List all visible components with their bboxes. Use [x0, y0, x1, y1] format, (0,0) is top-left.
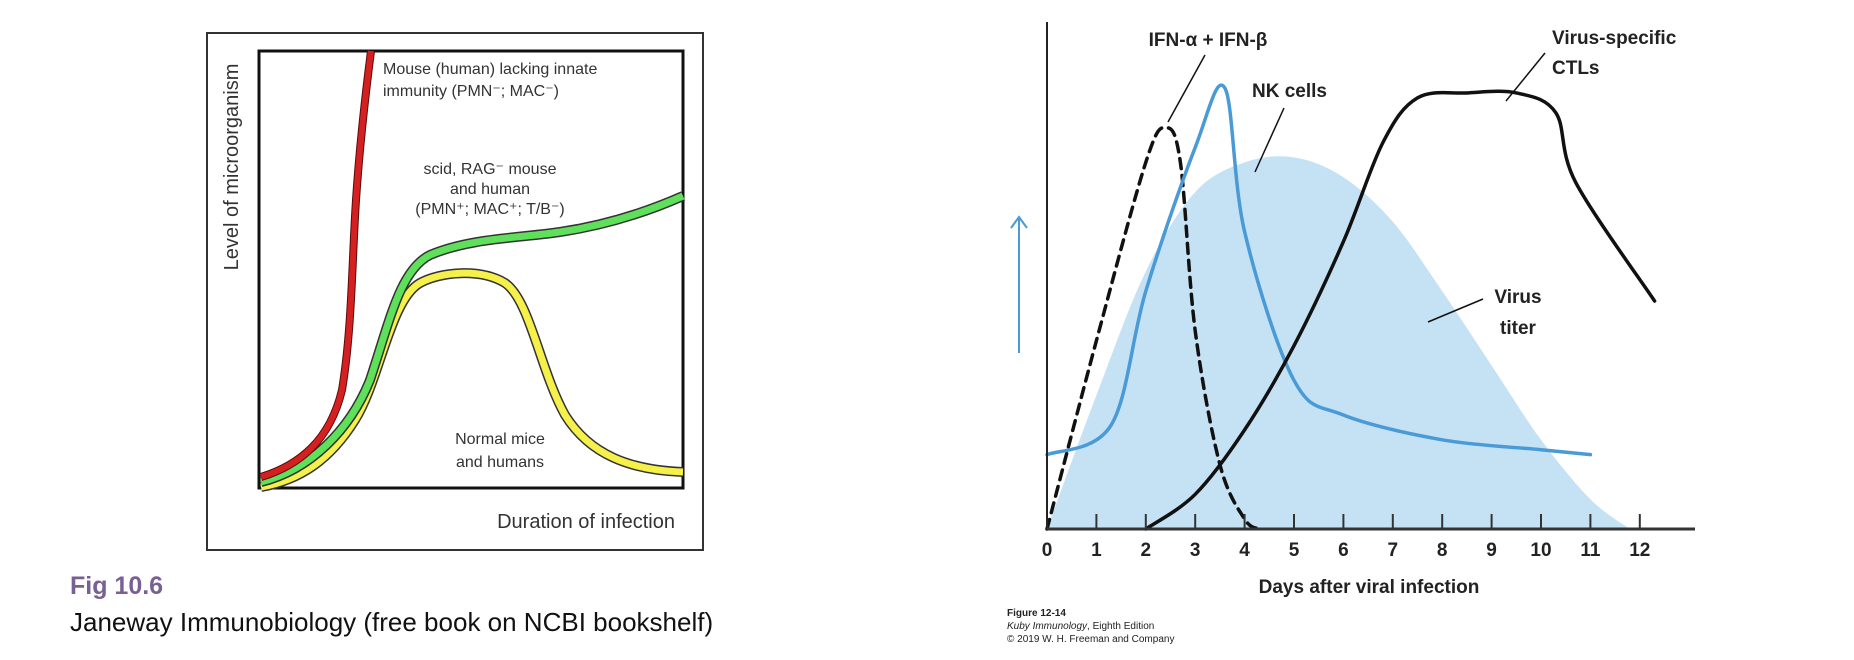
x-tick-label: 6 [1338, 540, 1349, 561]
x-tick-label: 4 [1239, 540, 1250, 561]
credit-copyright: © 2019 W. H. Freeman and Company [1007, 634, 1175, 645]
series-virus-titer [1047, 156, 1630, 529]
right-x-axis-label: Days after viral infection [1259, 577, 1480, 598]
leader-ctl [1505, 52, 1546, 102]
label-virus-line1: Virus [1494, 287, 1541, 308]
leader-nk [1254, 107, 1285, 173]
leader-ifn [1167, 54, 1206, 123]
credit-figure-number: Figure 12-14 [1007, 608, 1066, 619]
x-tick-label: 9 [1486, 540, 1497, 561]
label-nk-cells: NK cells [1252, 81, 1327, 102]
credit-book: Kuby Immunology, Eighth Edition [1007, 620, 1174, 633]
left-y-axis-label: Level of microorganism [221, 64, 243, 271]
label-ctl-line2: CTLs [1552, 58, 1600, 79]
x-tick-label: 0 [1042, 540, 1053, 561]
label-normal-line2: and humans [456, 454, 544, 471]
virus-titer-area [1047, 156, 1630, 529]
figure-source: Janeway Immunobiology (free book on NCBI… [70, 607, 714, 637]
series-nk-cells [1045, 83, 1593, 457]
figure-title: Fig 10.6 [70, 572, 164, 600]
label-ifn: IFN-α + IFN-β [1149, 30, 1268, 51]
label-lacking-innate-line1: Mouse (human) lacking innate [383, 61, 597, 78]
right-curves [1045, 83, 1657, 531]
credit-book-title: Kuby Immunology [1007, 621, 1088, 632]
label-virus-line2: titer [1500, 318, 1537, 339]
x-tick-label: 1 [1091, 540, 1102, 561]
label-lacking-innate-line2: immunity (PMN⁻; MAC⁻) [383, 83, 559, 100]
label-normal-line1: Normal mice [455, 431, 545, 448]
label-scid-line3: (PMN⁺; MAC⁺; T/B⁻) [415, 201, 564, 218]
increase-arrow-icon [1010, 215, 1028, 353]
x-tick-label: 12 [1629, 540, 1650, 561]
left-curves [259, 50, 686, 492]
series-virus-specific-ctls [1144, 89, 1657, 531]
series-ifn-ifn- [1045, 125, 1262, 531]
label-ctl-line1: Virus-specific [1552, 28, 1677, 49]
x-tick-label: 10 [1530, 540, 1551, 561]
label-scid-line1: scid, RAG⁻ mouse [424, 161, 557, 178]
x-tick-label: 2 [1141, 540, 1152, 561]
leader-virus [1427, 298, 1484, 323]
left-chart: Level of microorganism Duration of infec… [206, 32, 704, 551]
label-scid-line2: and human [450, 181, 530, 198]
x-tick-label: 8 [1437, 540, 1448, 561]
x-tick-label: 11 [1580, 540, 1601, 561]
x-tick-label: 5 [1289, 540, 1300, 561]
x-tick-label: 3 [1190, 540, 1201, 561]
x-tick-label: 7 [1388, 540, 1399, 561]
credit-edition: , Eighth Edition [1087, 621, 1155, 632]
left-x-axis-label: Duration of infection [497, 511, 675, 533]
figure-credit: Figure 12-14 Kuby Immunology, Eighth Edi… [1007, 607, 1174, 646]
x-axis-ticks: 0 1 2 3 4 5 6 7 8 9 10 11 12 [1042, 514, 1650, 561]
